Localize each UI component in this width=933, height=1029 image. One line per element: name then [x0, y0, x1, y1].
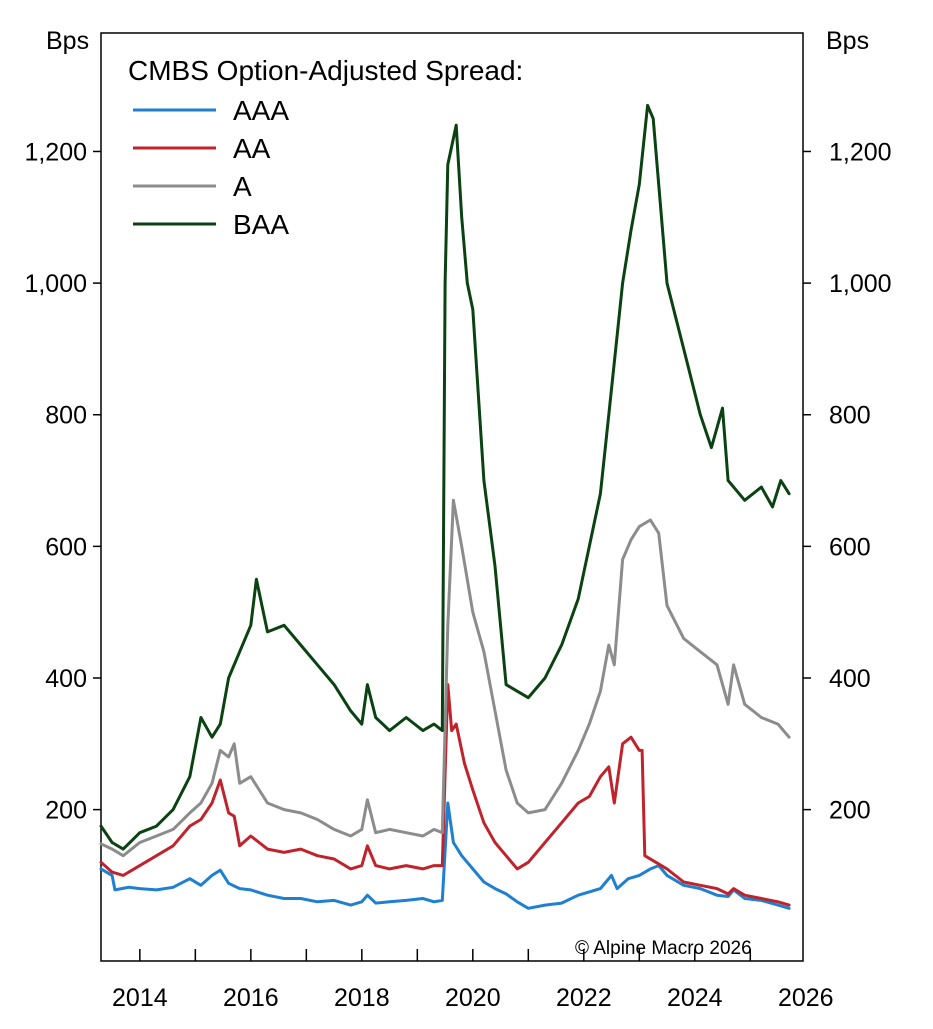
- series-line-aa: [99, 683, 791, 907]
- y-tick-label-left: 400: [45, 665, 87, 693]
- legend-label-baa: BAA: [233, 209, 289, 240]
- y-tick-label-right: 1,200: [829, 138, 892, 166]
- y-tick-label-left: 200: [45, 797, 87, 825]
- series-line-aaa: [99, 801, 791, 910]
- x-tick-label: 2024: [667, 984, 723, 1012]
- y-tick-label-left: 1,200: [24, 138, 87, 166]
- series-line-a: [99, 498, 791, 858]
- y-tick-label-left: 800: [45, 402, 87, 430]
- y-tick-label-right: 400: [829, 665, 871, 693]
- y-tick-label-left: 1,000: [24, 270, 87, 298]
- y-tick-label-right: 600: [829, 533, 871, 561]
- x-axis-ticks: 2014 2016 2018 2020 2022 2024 2026: [112, 949, 834, 1012]
- x-tick-label: 2016: [223, 984, 279, 1012]
- right-unit-label: Bps: [826, 27, 869, 55]
- y-tick-label-right: 1,000: [829, 270, 892, 298]
- series-lines: [99, 103, 791, 910]
- legend-label-a: A: [233, 171, 252, 202]
- y-axis-ticks: 200 200 400 400 600 600 800 800 1,000 1,000 1,200 1…: [24, 138, 891, 824]
- y-tick-label-right: 800: [829, 402, 871, 430]
- copyright-annotation: © Alpine Macro 2026: [575, 938, 752, 959]
- legend-label-aaa: AAA: [233, 95, 289, 126]
- series-line-baa: [99, 103, 791, 851]
- y-tick-label-right: 200: [829, 797, 871, 825]
- x-tick-label: 2014: [112, 984, 168, 1012]
- x-tick-label: 2026: [778, 984, 834, 1012]
- x-tick-label: 2018: [334, 984, 390, 1012]
- plot-frame: [100, 32, 804, 962]
- y-tick-label-left: 600: [45, 533, 87, 561]
- x-tick-label: 2020: [445, 984, 501, 1012]
- left-unit-label: Bps: [46, 27, 89, 55]
- legend-label-aa: AA: [233, 133, 271, 164]
- x-tick-label: 2022: [556, 984, 612, 1012]
- legend-title: CMBS Option-Adjusted Spread:: [128, 55, 523, 86]
